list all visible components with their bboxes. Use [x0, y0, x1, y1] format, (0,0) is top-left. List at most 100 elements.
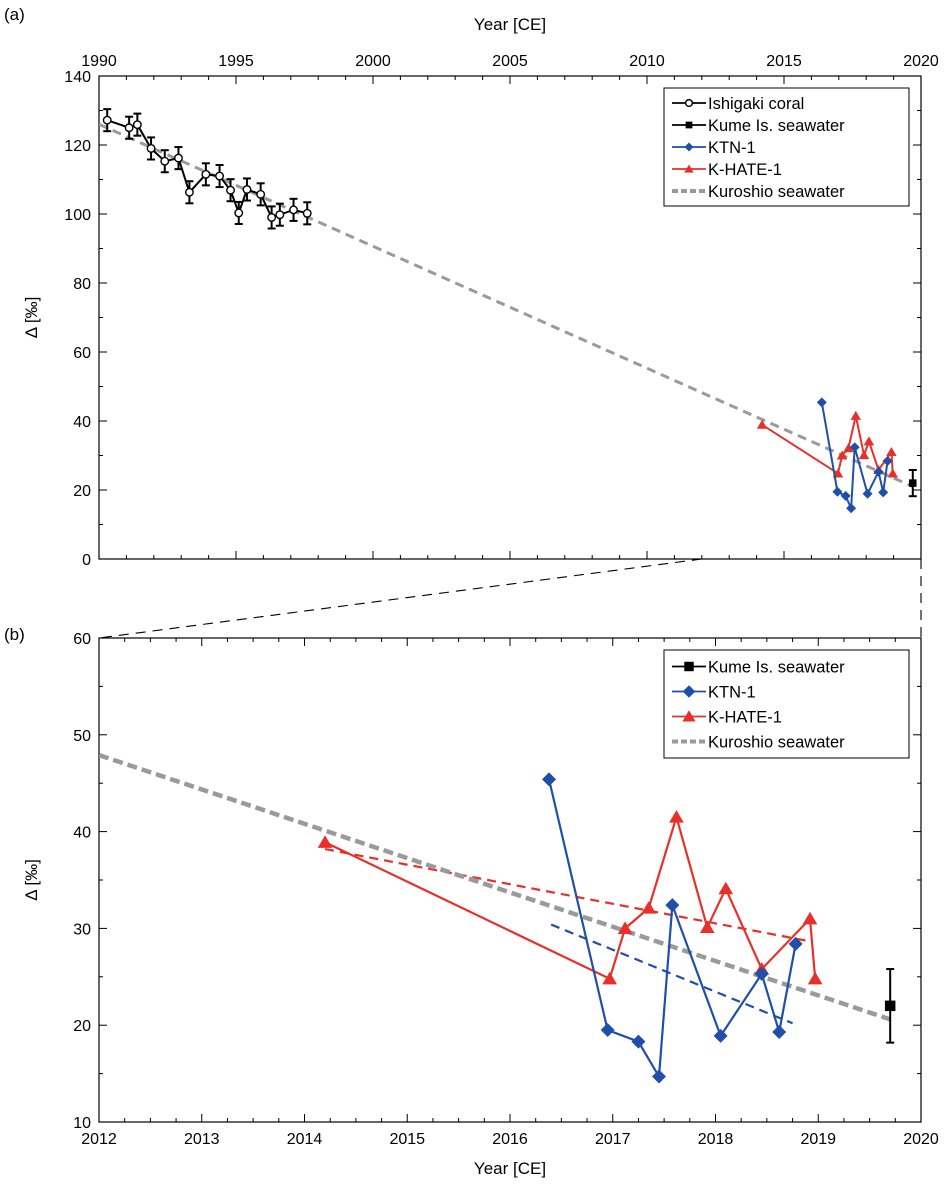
data-point-ktn-1 — [832, 486, 843, 497]
x-tick-label: 1995 — [218, 53, 254, 70]
panel-label: (a) — [4, 5, 25, 24]
data-point-ishigaki-coral — [160, 156, 170, 166]
data-point-ishigaki-coral — [124, 123, 134, 133]
data-point-ktn-1 — [873, 466, 884, 477]
x-axis-label: Year [CE] — [474, 1159, 546, 1178]
data-point-ishigaki-coral — [302, 208, 312, 218]
data-point-ktn-1 — [816, 397, 827, 408]
legend-label: K-HATE-1 — [708, 161, 782, 179]
data-point-ktn-1 — [788, 936, 803, 951]
data-point-ishigaki-coral — [184, 187, 194, 197]
data-point-ktn-1 — [849, 442, 860, 453]
data-point-k-hate-1 — [718, 881, 734, 895]
plot-area — [99, 752, 896, 1084]
y-tick-label: 40 — [73, 825, 91, 842]
legend: Ishigaki coral Kume Is. seawater KTN-1 K-HA… — [663, 87, 910, 207]
x-tick-label: 2020 — [903, 53, 939, 70]
legend-swatch-marker — [682, 710, 696, 722]
series-ishigaki-coral — [102, 108, 312, 230]
y-tick-label: 100 — [64, 207, 91, 224]
data-point-k-hate-1 — [863, 436, 875, 446]
legend-swatch-marker — [684, 142, 694, 152]
series-ktn-1 — [542, 772, 803, 1084]
data-point-k-hate-1 — [836, 450, 848, 460]
series-kume-is-seawater — [884, 968, 896, 1044]
data-point-ktn-1 — [542, 772, 557, 787]
panel-label: (b) — [4, 625, 25, 644]
data-point-ktn-1 — [772, 1024, 787, 1039]
series-line-kuroshio-seawater — [99, 752, 891, 1022]
data-point-ktn-1 — [713, 1028, 728, 1043]
y-tick-label: 60 — [73, 631, 91, 648]
legend-label: Kume Is. seawater — [708, 117, 845, 135]
series-ktn-1 — [816, 397, 893, 514]
plot-area — [99, 108, 917, 514]
x-tick-label: 2020 — [903, 1131, 939, 1148]
data-point-k-hate-1 — [317, 835, 333, 848]
legend-swatch-marker — [684, 98, 694, 108]
legend-label: K-HATE-1 — [708, 709, 782, 727]
data-point-k-hate-1 — [858, 450, 870, 460]
y-tick-label: 20 — [73, 1018, 91, 1035]
series-k-hate-1 — [317, 810, 823, 985]
series-kume-is-seawater — [908, 468, 917, 498]
y-axis-label: Δ [‰] — [22, 297, 41, 339]
data-point-ishigaki-coral — [275, 210, 285, 220]
legend-label: Kuroshio seawater — [708, 183, 845, 201]
data-point-k-hate-1 — [843, 443, 854, 453]
series-kuroshio-seawater — [99, 752, 891, 1022]
legend-label: KTN-1 — [708, 139, 756, 157]
series-line-ktn-1 — [547, 779, 797, 1081]
data-point-k-hate-1 — [602, 971, 618, 985]
data-point-ishigaki-coral — [146, 143, 156, 153]
y-tick-label: 60 — [73, 345, 91, 362]
data-point-ktn-1 — [651, 1069, 666, 1084]
series-k-hate-1 — [756, 410, 899, 478]
data-point-ktn-1 — [754, 966, 769, 981]
data-point-k-hate-1 — [699, 920, 715, 934]
legend-label: Ishigaki coral — [708, 95, 804, 113]
trend-line — [550, 923, 793, 1025]
data-point-k-hate-1 — [617, 921, 633, 934]
x-tick-label: 2016 — [492, 1131, 528, 1148]
x-tick-label: 2019 — [800, 1131, 836, 1148]
data-point-ktn-1 — [882, 456, 893, 467]
connector-line-left — [98, 558, 702, 639]
data-point-k-hate-1 — [850, 410, 862, 420]
data-point-ktn-1 — [600, 1023, 615, 1038]
data-point-k-hate-1 — [886, 447, 897, 457]
panel-a: (a) 1990 1995 2000 2005 2010 2015 2020 Year [CE]… — [4, 5, 939, 569]
x-tick-label: 2000 — [355, 53, 391, 70]
data-point-ktn-1 — [878, 487, 889, 498]
data-point-ishigaki-coral — [256, 189, 266, 199]
x-tick-label: 1990 — [81, 53, 117, 70]
data-point-k-hate-1 — [802, 911, 818, 925]
legend-label: Kume Is. seawater — [708, 659, 845, 677]
data-point-k-hate-1 — [756, 419, 768, 429]
data-point-ishigaki-coral — [234, 208, 244, 218]
legend-swatch-marker — [684, 164, 694, 173]
data-point-k-hate-1 — [887, 468, 899, 478]
data-point-ktn-1 — [840, 490, 851, 501]
legend-label: KTN-1 — [708, 684, 756, 702]
x-tick-label: 2015 — [766, 53, 802, 70]
legend-label: Kuroshio seawater — [708, 734, 845, 752]
data-point-k-hate-1 — [669, 810, 684, 823]
legend-swatch-marker — [685, 121, 693, 129]
series-line-k-hate-1 — [324, 813, 817, 981]
data-point-ktn-1 — [846, 503, 857, 514]
y-tick-label: 120 — [64, 138, 91, 155]
y-tick-label: 40 — [73, 414, 91, 431]
zoom-connector-lines — [98, 558, 922, 639]
y-tick-label: 50 — [73, 728, 91, 745]
data-point-ishigaki-coral — [226, 185, 235, 195]
x-tick-label: 2013 — [184, 1131, 220, 1148]
data-point-ktn-1 — [862, 488, 873, 499]
data-point-ktn-1 — [631, 1034, 646, 1049]
legend-swatch-marker — [682, 685, 696, 698]
data-point-ishigaki-coral — [267, 212, 277, 222]
x-tick-label: 2017 — [595, 1131, 631, 1148]
data-point-ishigaki-coral — [174, 153, 183, 163]
series-line-kuroshio-seawater — [99, 122, 914, 488]
